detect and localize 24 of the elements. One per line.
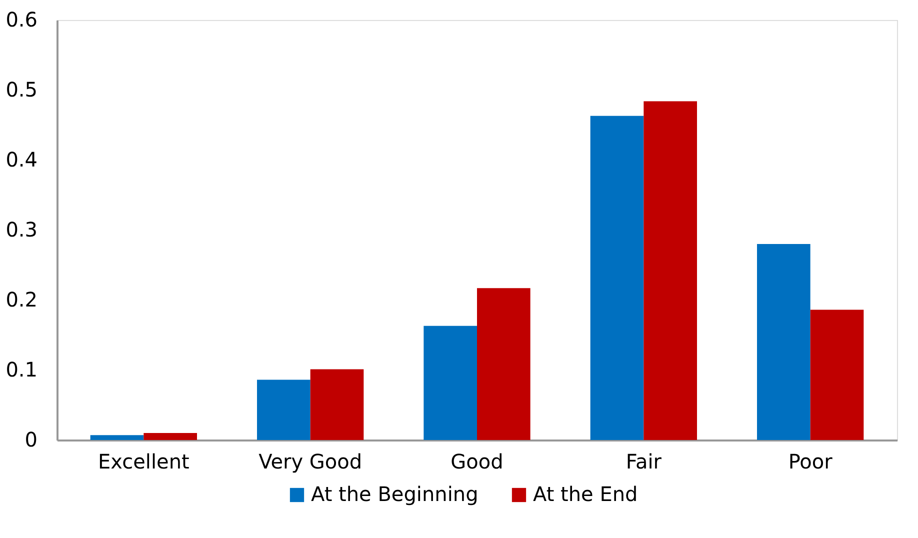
bar: [810, 310, 864, 440]
x-tick-label: Good: [450, 450, 504, 474]
bar: [424, 326, 477, 440]
bar: [310, 369, 364, 440]
x-tick-label: Excellent: [98, 450, 190, 474]
bar: [590, 116, 644, 440]
y-tick-label: 0.3: [6, 218, 38, 242]
bar: [477, 288, 530, 440]
y-tick-label: 0.6: [6, 8, 38, 32]
bar: [257, 380, 310, 440]
bar: [757, 244, 810, 440]
x-tick-label: Very Good: [258, 450, 362, 474]
legend-label: At the End: [533, 482, 638, 506]
legend-label: At the Beginning: [311, 482, 478, 506]
y-tick-label: 0.5: [6, 78, 38, 102]
bar: [644, 101, 697, 440]
x-tick-label: Fair: [626, 450, 662, 474]
bar: [144, 433, 197, 440]
y-tick-label: 0.2: [6, 288, 38, 312]
x-tick-label: Poor: [788, 450, 834, 474]
bar: [90, 435, 144, 440]
y-tick-label: 0: [24, 428, 38, 452]
y-tick-label: 0.4: [6, 148, 38, 172]
y-tick-label: 0.1: [6, 358, 38, 382]
